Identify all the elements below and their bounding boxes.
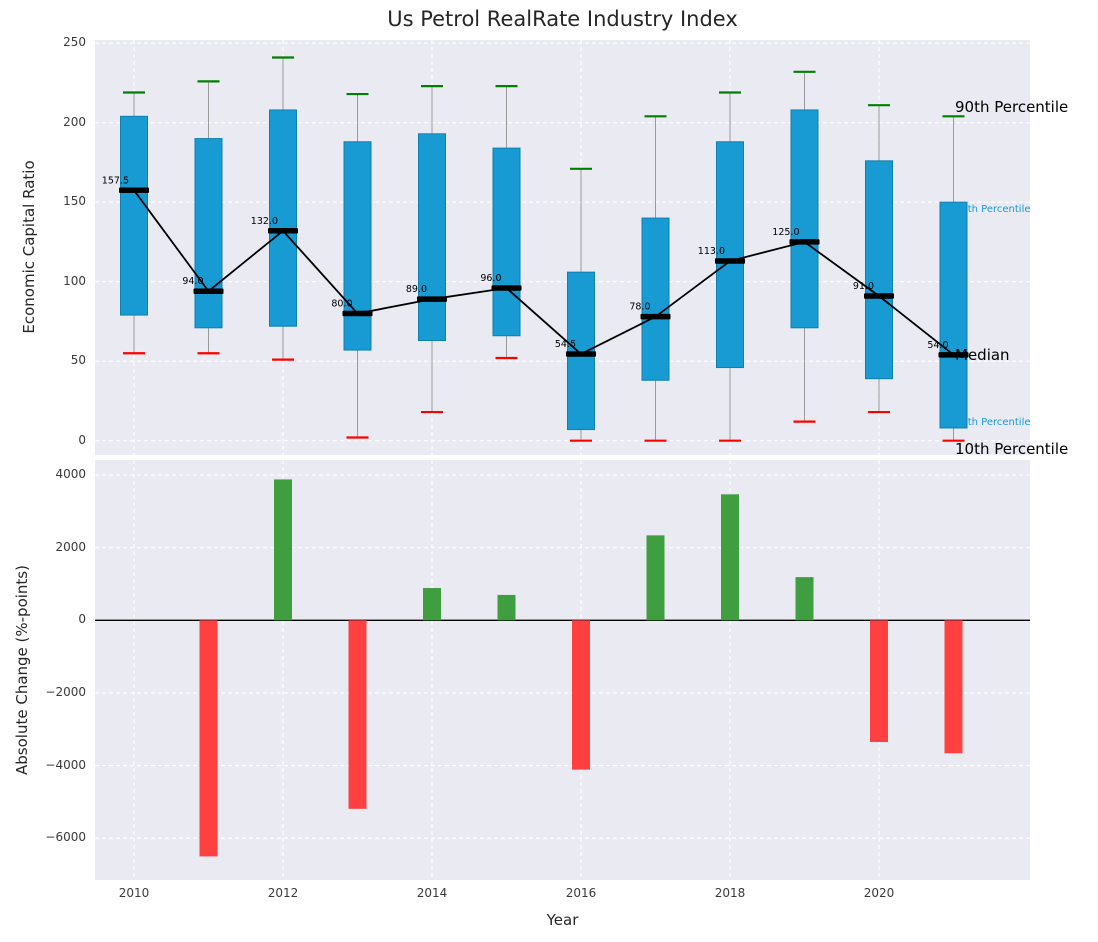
iqr-box	[865, 160, 893, 380]
boxplot-axes: 75th Percentile 25th Percentile 157.5 94.0 1…	[95, 40, 1068, 458]
iqr-box	[120, 115, 148, 316]
change-bar-positive	[795, 577, 814, 621]
median-marker	[417, 296, 447, 302]
y-tick-label-bottom: −2000	[45, 684, 86, 699]
median-marker	[566, 351, 596, 357]
median-value-label: 91.0	[853, 281, 874, 292]
percentile-annotation: 90th Percentile	[955, 98, 1068, 116]
chart-title: Us Petrol RealRate Industry Index	[387, 7, 738, 31]
change-bar-negative	[199, 620, 218, 857]
y-axis-label-bottom: Absolute Change (%-points)	[13, 565, 31, 775]
iqr-box	[418, 133, 446, 342]
y-tick-label-top: 100	[63, 273, 86, 288]
median-value-label: 54.5	[555, 339, 576, 350]
percentile-annotation: 10th Percentile	[955, 440, 1068, 458]
bar-axes	[95, 460, 1030, 880]
x-tick-label: 2012	[267, 886, 299, 900]
median-value-label: 132.0	[251, 216, 278, 227]
iqr-box	[492, 147, 521, 337]
median-value-label: 89.0	[406, 284, 427, 295]
x-tick-label: 2010	[118, 886, 150, 900]
median-value-label: 96.0	[480, 273, 501, 284]
median-marker	[715, 258, 745, 264]
y-tick-label-bottom: −4000	[45, 757, 86, 772]
median-marker	[864, 293, 894, 299]
y-tick-label-top: 50	[70, 353, 86, 368]
iqr-box	[939, 201, 968, 429]
median-marker	[491, 285, 522, 291]
change-bar-negative	[572, 620, 590, 770]
change-bar-negative	[944, 620, 963, 754]
x-tick-label: 2018	[714, 886, 746, 900]
change-bar-positive	[274, 479, 292, 621]
change-bar-positive	[497, 594, 516, 621]
median-value-label: 78.0	[629, 302, 650, 313]
y-tick-label-bottom: 0	[78, 612, 86, 627]
median-marker	[268, 228, 298, 234]
median-marker	[342, 310, 373, 317]
y-tick-label-top: 0	[78, 432, 86, 447]
median-marker	[789, 239, 820, 245]
x-tick-label: 2016	[565, 886, 597, 900]
iqr-box	[269, 109, 297, 327]
y-tick-label-top: 250	[63, 35, 86, 50]
y-axis-label-top: Economic Capital Ratio	[20, 160, 38, 334]
y-tick-label-top: 200	[63, 114, 86, 129]
iqr-box	[567, 271, 595, 431]
median-marker	[938, 352, 969, 358]
change-bar-negative	[348, 620, 367, 809]
bar-canvas	[95, 460, 1030, 880]
x-tick-label: 2014	[416, 886, 448, 900]
y-tick-label-bottom: 4000	[55, 467, 86, 482]
iqr-box	[343, 141, 372, 351]
median-line	[133, 189, 955, 356]
y-tick-label-bottom: 2000	[55, 539, 86, 554]
iqr-box	[716, 141, 744, 369]
change-bar-positive	[423, 588, 441, 621]
median-value-label: 113.0	[698, 246, 725, 257]
iqr-box	[790, 109, 819, 329]
change-bar-positive	[721, 494, 739, 621]
change-bar-positive	[646, 535, 665, 621]
boxplot-canvas: 75th Percentile 25th Percentile 157.5 94.0 1…	[95, 40, 1068, 458]
change-bar-negative	[870, 620, 888, 742]
median-value-label: 125.0	[772, 227, 799, 238]
median-value-label: 157.5	[102, 175, 129, 186]
x-tick-label: 2020	[863, 886, 895, 900]
y-tick-label-top: 150	[63, 194, 86, 209]
iqr-box	[641, 217, 670, 381]
median-marker	[640, 313, 671, 320]
median-value-label: 94.0	[182, 276, 203, 287]
median-marker	[193, 288, 224, 294]
x-axis-label: Year	[546, 911, 579, 929]
iqr-box	[194, 138, 223, 329]
percentile-annotation: 25th Percentile	[955, 417, 1031, 428]
median-marker	[119, 187, 149, 194]
percentile-annotation: 75th Percentile	[955, 204, 1031, 215]
percentile-annotation: Median	[955, 346, 1010, 364]
median-value-label: 54.0	[927, 340, 948, 351]
median-value-label: 80.0	[331, 298, 352, 309]
y-tick-label-bottom: −6000	[45, 830, 86, 845]
